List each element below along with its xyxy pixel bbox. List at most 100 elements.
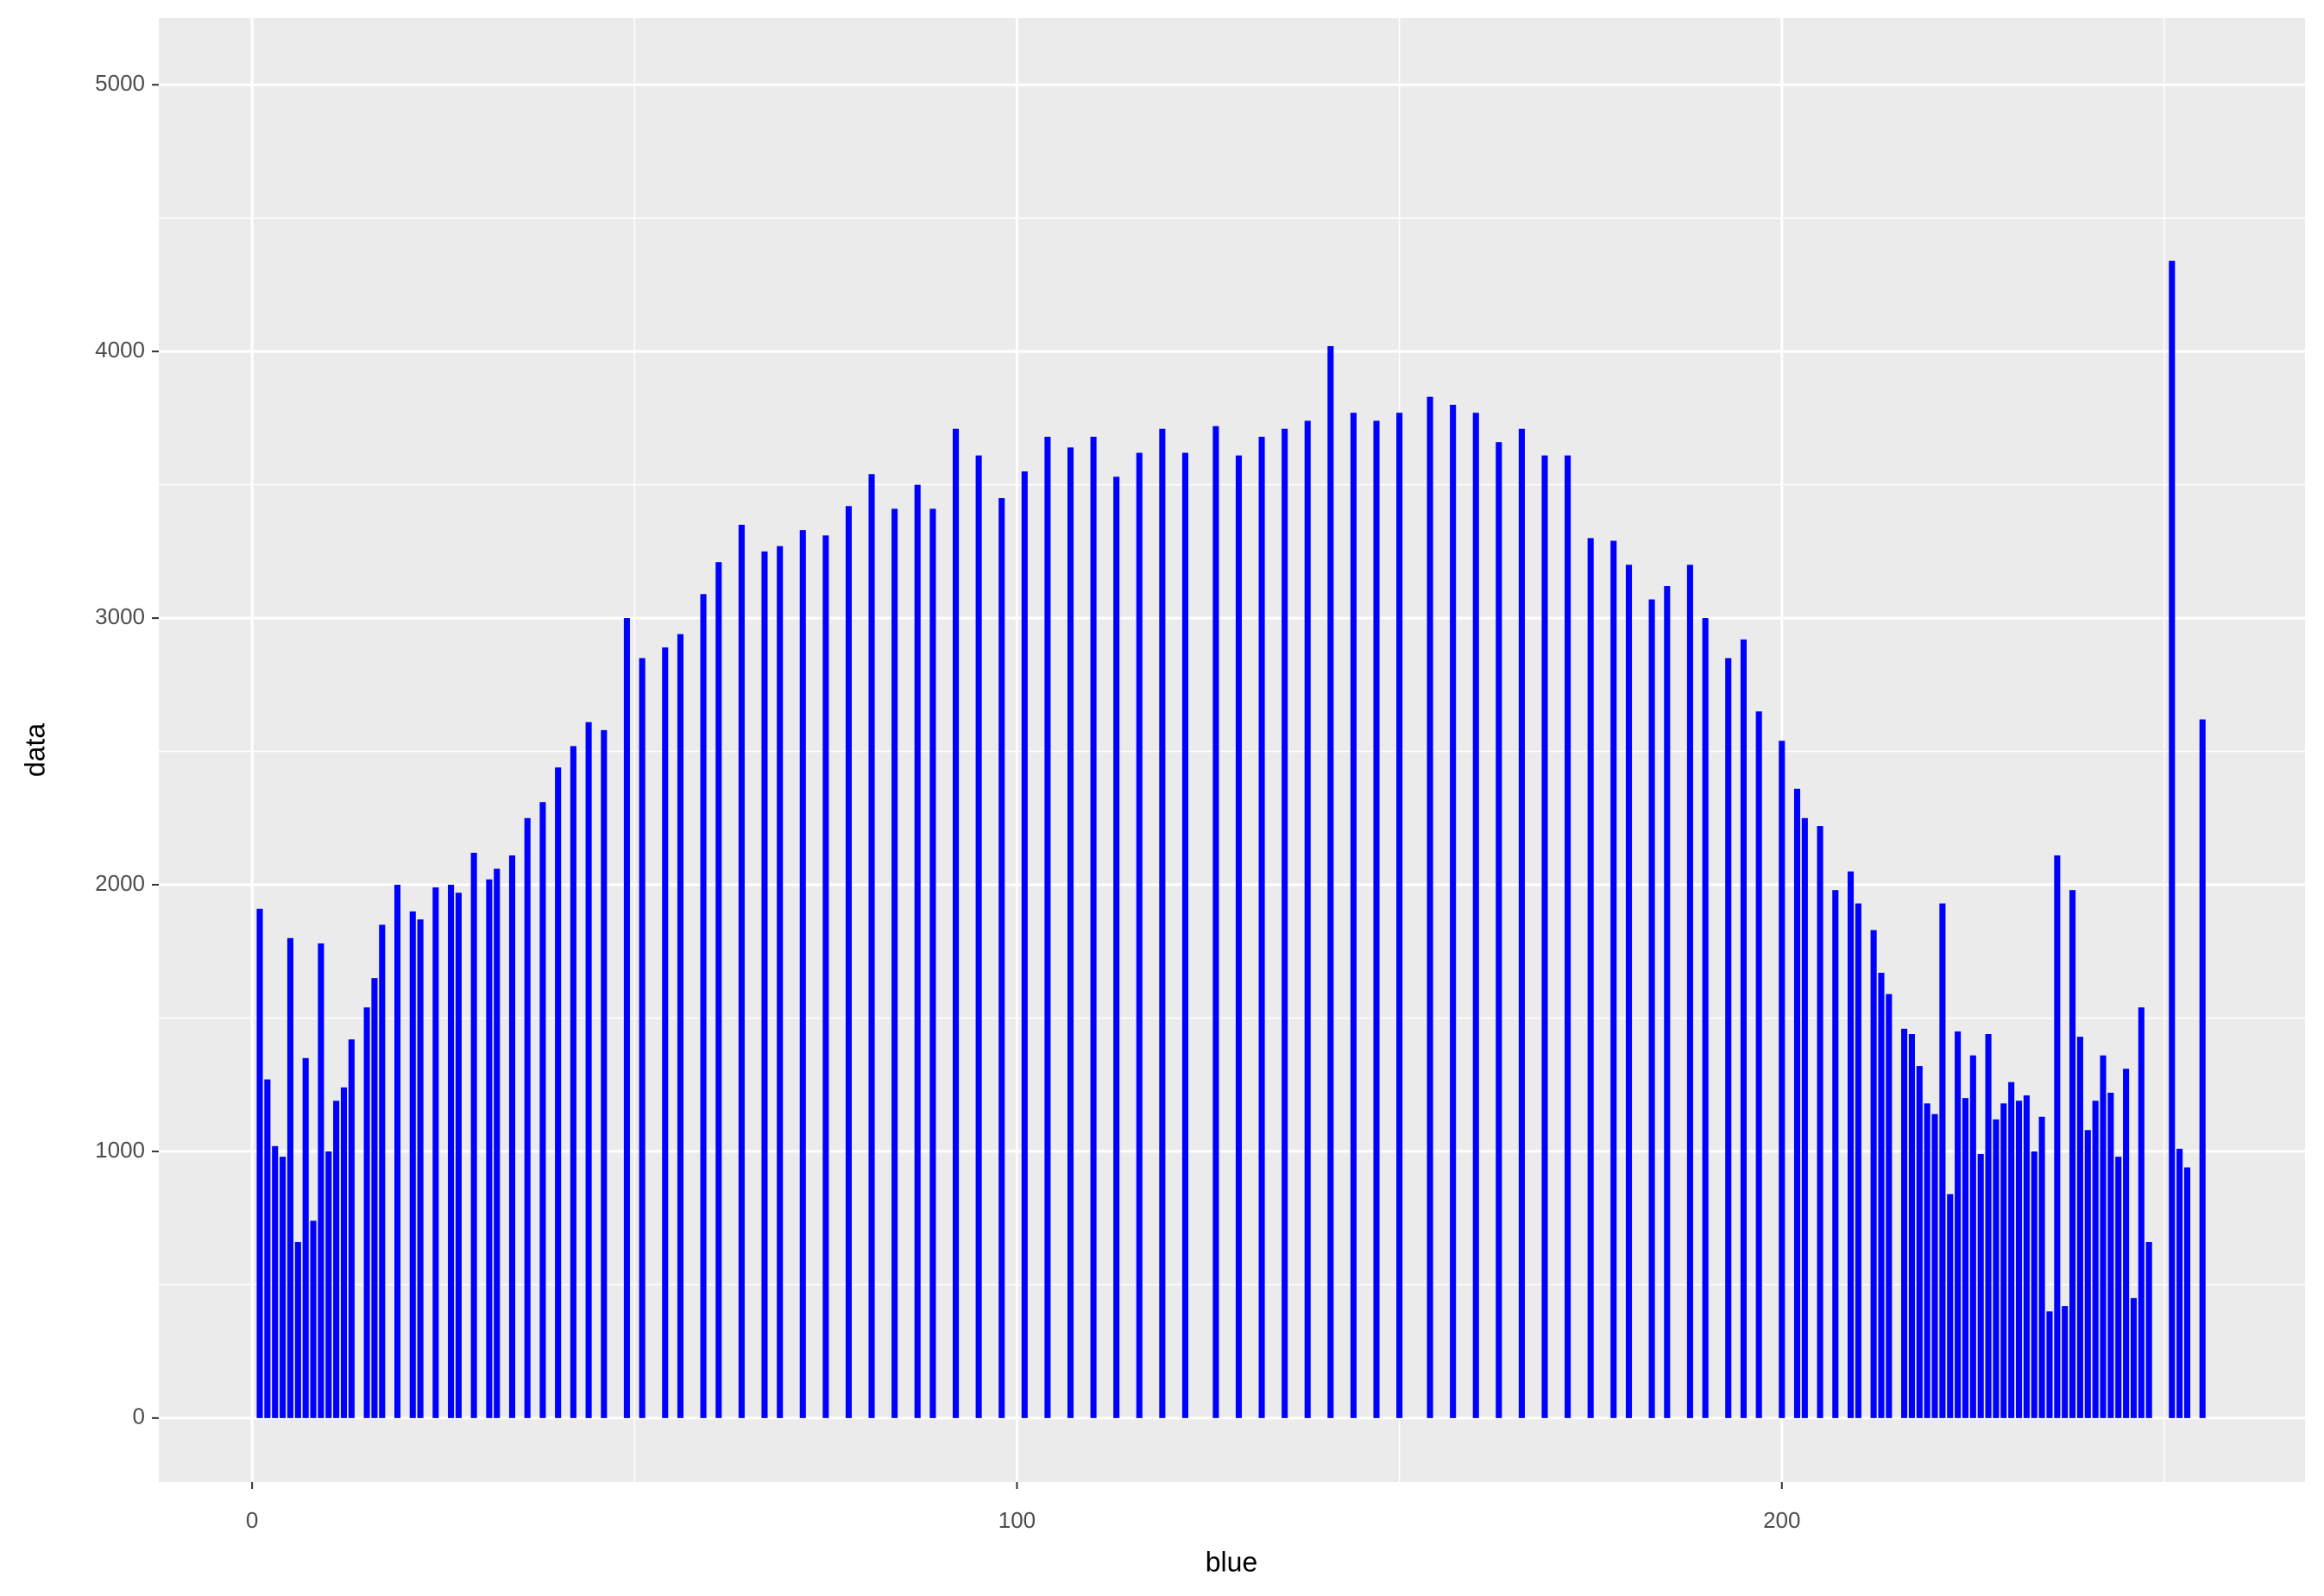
bar xyxy=(2031,1151,2037,1418)
bar xyxy=(2069,890,2076,1418)
y-tick-label: 0 xyxy=(133,1404,145,1429)
bar xyxy=(2000,1103,2007,1418)
bar xyxy=(1878,972,1885,1418)
bar xyxy=(1855,903,1861,1418)
bar xyxy=(1939,903,1946,1418)
bar xyxy=(998,498,1005,1418)
y-tick-label: 4000 xyxy=(95,337,145,363)
x-axis-title: blue xyxy=(1206,1546,1258,1577)
bar xyxy=(868,474,875,1418)
bar xyxy=(1212,426,1219,1418)
bar xyxy=(1901,1028,1908,1418)
x-tick-label: 200 xyxy=(1763,1507,1800,1533)
bar xyxy=(1327,345,1334,1418)
bar xyxy=(845,506,853,1418)
bar xyxy=(318,943,324,1418)
bar xyxy=(1021,471,1028,1418)
bar xyxy=(1113,476,1120,1418)
bar xyxy=(1541,455,1548,1418)
bar xyxy=(2145,1241,2152,1418)
bar xyxy=(1450,404,1457,1418)
y-tick-label: 3000 xyxy=(95,603,145,629)
bar xyxy=(348,1039,355,1418)
bar xyxy=(264,1079,271,1418)
bars xyxy=(256,261,2206,1418)
bar xyxy=(1832,890,1839,1418)
bar xyxy=(700,594,707,1418)
bar xyxy=(1235,455,1243,1418)
bar xyxy=(1090,437,1097,1418)
bar xyxy=(1870,930,1877,1418)
bar xyxy=(1304,420,1311,1418)
bar xyxy=(287,937,293,1418)
bar xyxy=(448,885,455,1418)
bar xyxy=(1969,1055,1976,1418)
bar xyxy=(2130,1297,2138,1418)
bar xyxy=(379,924,386,1418)
bar xyxy=(1396,413,1403,1418)
bar xyxy=(1159,428,1166,1418)
bar xyxy=(1648,599,1655,1418)
bar xyxy=(1801,817,1808,1418)
bar xyxy=(2038,1116,2045,1418)
bar xyxy=(1793,788,1801,1418)
x-tick-label: 100 xyxy=(998,1507,1036,1533)
bar xyxy=(2008,1082,2015,1418)
bar xyxy=(2107,1092,2114,1418)
bar xyxy=(363,1007,370,1418)
bar xyxy=(662,647,669,1418)
bar xyxy=(1947,1194,1954,1418)
bar xyxy=(256,908,263,1418)
bar xyxy=(555,767,562,1418)
y-tick-label: 2000 xyxy=(95,870,145,896)
bar xyxy=(2092,1101,2099,1418)
bar xyxy=(2062,1306,2069,1418)
bar xyxy=(1931,1113,1938,1418)
bar xyxy=(371,978,378,1418)
bar xyxy=(738,524,745,1418)
x-tick-label: 0 xyxy=(246,1507,258,1533)
bar xyxy=(294,1241,301,1418)
bar xyxy=(2199,719,2206,1418)
bar xyxy=(639,658,646,1418)
bar xyxy=(1847,871,1855,1418)
bar xyxy=(585,722,592,1418)
bar xyxy=(1625,565,1633,1418)
bar xyxy=(1587,538,1594,1418)
bar xyxy=(1181,452,1188,1418)
bar xyxy=(272,1145,279,1418)
bar xyxy=(715,562,722,1418)
bar xyxy=(799,530,806,1418)
bar xyxy=(2100,1055,2107,1418)
bar xyxy=(2176,1148,2183,1418)
bar xyxy=(333,1101,340,1418)
bar xyxy=(777,546,784,1418)
bar xyxy=(2123,1069,2130,1418)
bar xyxy=(761,551,768,1418)
bar xyxy=(1496,442,1502,1418)
bar xyxy=(409,911,416,1418)
bar xyxy=(1518,428,1525,1418)
bar xyxy=(2183,1167,2191,1418)
bar xyxy=(1350,413,1357,1418)
y-tick-label: 1000 xyxy=(95,1137,145,1163)
bar xyxy=(1472,413,1479,1418)
bar xyxy=(340,1087,348,1418)
bar xyxy=(1702,618,1709,1418)
bar xyxy=(394,885,401,1418)
bar xyxy=(623,618,630,1418)
bar xyxy=(2084,1130,2091,1418)
bar xyxy=(1565,455,1571,1418)
bar xyxy=(1610,540,1617,1418)
bar xyxy=(891,508,898,1418)
bar xyxy=(432,887,439,1418)
bar xyxy=(2015,1101,2023,1418)
bar xyxy=(1924,1103,1930,1418)
bar xyxy=(1985,1034,1992,1418)
bar xyxy=(2046,1311,2053,1418)
bar xyxy=(601,729,608,1418)
bar xyxy=(1916,1066,1923,1418)
bar xyxy=(1993,1119,2000,1418)
